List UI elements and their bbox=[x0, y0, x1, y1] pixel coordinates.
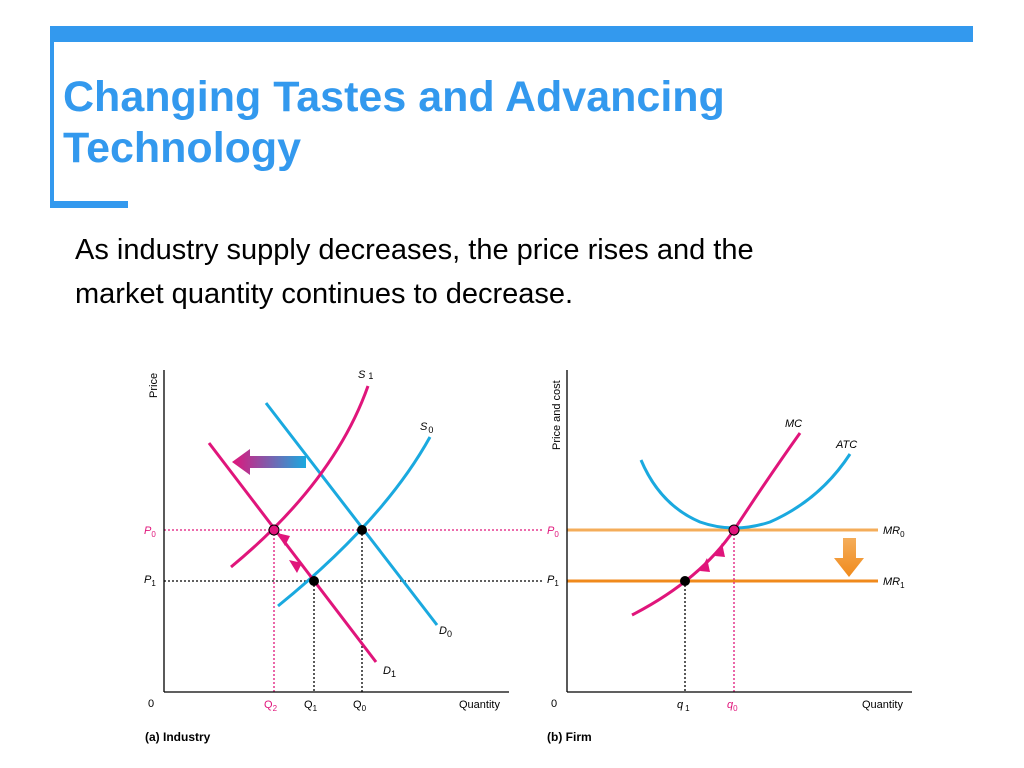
label-mr0: MR0 bbox=[883, 525, 905, 539]
industry-x-axis-label: Quantity bbox=[459, 699, 500, 711]
supply-curve-s1 bbox=[230, 385, 370, 569]
firm-x-axis-label: Quantity bbox=[862, 699, 903, 711]
label-industry-p0: P0 bbox=[144, 525, 156, 539]
mc-movement-arrow-2 bbox=[715, 543, 725, 557]
label-mc: MC bbox=[785, 418, 802, 430]
equilibrium-q0-point bbox=[357, 525, 367, 535]
slide-title-line1: Changing Tastes and Advancing bbox=[63, 73, 725, 121]
firm-y-axis-label: Price and cost bbox=[551, 380, 563, 450]
title-bar-left bbox=[50, 26, 54, 206]
label-q2: Q2 bbox=[264, 699, 278, 713]
atc-curve bbox=[639, 453, 852, 530]
label-s0: S0 bbox=[420, 421, 433, 435]
demand-curve-d0 bbox=[264, 402, 439, 626]
label-d0: D0 bbox=[439, 625, 452, 639]
body-line2: market quantity continues to decrease. bbox=[75, 278, 574, 310]
mc-curve bbox=[631, 432, 802, 617]
supply-shift-arrow-icon bbox=[232, 449, 306, 475]
label-firm-p0: P0 bbox=[547, 525, 559, 539]
label-mr1: MR1 bbox=[883, 576, 905, 590]
label-q1: Q1 bbox=[304, 699, 318, 713]
slide-title: Changing Tastes and Advancing Technology bbox=[63, 72, 963, 174]
label-atc: ATC bbox=[835, 439, 857, 451]
slide-title-line2: Technology bbox=[63, 124, 302, 172]
label-q0: Q0 bbox=[353, 699, 367, 713]
industry-y-axis-label: Price bbox=[148, 373, 160, 398]
supply-curve-s0 bbox=[277, 436, 432, 608]
equilibrium-q1-point bbox=[309, 576, 319, 586]
equilibrium-q2-point bbox=[268, 524, 280, 536]
firm-q1-point bbox=[680, 576, 690, 586]
label-firm-p1: P1 bbox=[547, 574, 559, 588]
industry-origin-label: 0 bbox=[148, 698, 154, 710]
price-fall-arrow-icon bbox=[834, 538, 864, 577]
industry-caption: (a) Industry bbox=[145, 730, 211, 744]
firm-origin-label: 0 bbox=[551, 698, 557, 710]
movement-arrow-1 bbox=[289, 560, 302, 573]
mc-movement-arrow-1 bbox=[700, 558, 710, 572]
label-industry-p1: P1 bbox=[144, 574, 156, 588]
label-d1: D1 bbox=[383, 665, 396, 679]
slide-body-text: As industry supply decreases, the price … bbox=[75, 228, 955, 316]
label-firm-q0: q0 bbox=[727, 699, 738, 713]
firm-caption: (b) Firm bbox=[547, 730, 592, 744]
movement-arrow-2 bbox=[277, 533, 290, 546]
firm-panel: Price and cost Quantity 0 (b) Firm MC AT… bbox=[547, 370, 912, 744]
demand-curve-d1 bbox=[207, 442, 378, 663]
firm-q0-point bbox=[728, 524, 740, 536]
body-line1: As industry supply decreases, the price … bbox=[75, 234, 754, 266]
title-bar-bottom bbox=[50, 201, 128, 208]
title-bar-top bbox=[52, 26, 973, 42]
